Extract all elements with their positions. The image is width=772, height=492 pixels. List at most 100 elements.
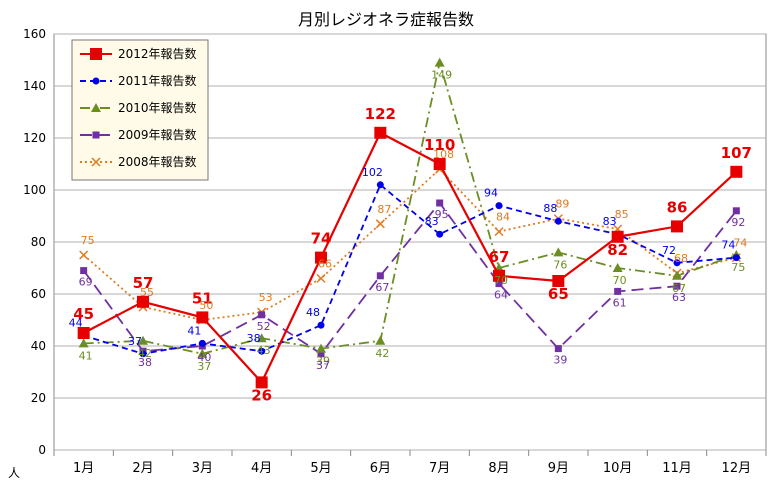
data-point [672, 270, 682, 280]
data-label: 63 [672, 291, 686, 304]
legend-entry-label: 2011年報告数 [118, 73, 197, 88]
data-label: 52 [257, 320, 271, 333]
data-label: 66 [318, 257, 332, 270]
data-point [436, 199, 444, 207]
data-point [376, 181, 384, 189]
data-label: 41 [187, 324, 201, 337]
data-label: 108 [433, 148, 454, 161]
x-tick-label: 11月 [662, 461, 692, 476]
y-axis-unit-label: 人 [8, 466, 21, 480]
data-point [611, 230, 624, 243]
data-point [433, 158, 446, 170]
data-label: 38 [247, 332, 261, 345]
legend-entry-label: 2012年報告数 [118, 46, 197, 61]
legend-entry-label: 2009年報告数 [118, 127, 197, 142]
y-tick-label: 100 [23, 183, 46, 197]
data-point [77, 327, 90, 339]
data-label: 89 [555, 198, 569, 211]
data-point [79, 250, 89, 260]
data-label: 67 [672, 282, 686, 295]
data-point [730, 165, 743, 178]
data-label: 44 [69, 317, 83, 330]
data-label: 110 [424, 136, 455, 154]
series-2012年報告数 [77, 126, 743, 389]
data-label: 83 [425, 215, 439, 228]
data-point [258, 311, 266, 319]
data-point [138, 335, 148, 345]
data-label: 67 [489, 248, 510, 266]
data-point [436, 230, 444, 238]
data-point [673, 259, 681, 267]
data-point [198, 339, 206, 347]
y-tick-label: 0 [38, 443, 46, 457]
data-label: 43 [257, 344, 271, 357]
y-tick-label: 80 [31, 235, 46, 249]
data-label: 149 [431, 69, 452, 82]
data-point [80, 267, 88, 275]
data-label: 85 [615, 208, 629, 221]
data-label: 50 [199, 299, 213, 312]
data-label: 53 [259, 291, 273, 304]
series-2009年報告数 [80, 199, 740, 358]
data-point [554, 217, 562, 225]
x-tick-label: 4月 [251, 461, 272, 476]
data-label: 48 [306, 306, 320, 319]
data-point [494, 227, 504, 237]
data-label: 37 [316, 359, 330, 372]
data-label: 65 [548, 285, 569, 303]
data-point [197, 348, 208, 358]
data-label: 61 [613, 296, 627, 309]
data-point [139, 350, 147, 358]
x-tick-label: 1月 [73, 461, 94, 476]
data-label: 37 [197, 360, 211, 373]
data-point [317, 321, 325, 329]
x-tick-label: 12月 [722, 461, 752, 476]
data-label: 39 [316, 355, 330, 368]
data-point [316, 273, 326, 283]
data-label: 84 [496, 211, 510, 224]
y-tick-label: 40 [31, 339, 46, 353]
data-point [732, 207, 740, 215]
x-tick-label: 5月 [310, 461, 331, 476]
data-label: 83 [603, 215, 617, 228]
data-label: 75 [731, 261, 745, 274]
data-point [375, 335, 386, 345]
data-point [255, 376, 268, 389]
data-point [493, 269, 505, 282]
data-point [614, 287, 622, 295]
data-label: 40 [197, 351, 211, 364]
data-label: 82 [607, 241, 628, 259]
data-point [91, 157, 101, 167]
data-label: 107 [721, 144, 752, 162]
data-label: 88 [543, 202, 557, 215]
x-tick-label: 9月 [548, 461, 569, 476]
data-point [90, 48, 102, 60]
data-point [196, 311, 209, 324]
data-label: 102 [362, 166, 383, 179]
data-point [732, 254, 740, 262]
series-line [82, 201, 738, 356]
y-tick-label: 140 [23, 79, 46, 93]
data-point [434, 57, 445, 67]
data-point [671, 220, 683, 233]
data-label: 95 [435, 208, 449, 221]
data-point [553, 247, 564, 257]
data-label: 72 [662, 244, 676, 257]
legend-entry-label: 2010年報告数 [118, 100, 197, 115]
series-line [83, 131, 738, 385]
legend: 2012年報告数 2011年報告数 2010年報告数 2009年報告数 2008年報告数 [71, 39, 209, 181]
data-point [92, 77, 100, 85]
data-point [315, 251, 327, 264]
data-point [91, 103, 101, 112]
y-tick-label: 60 [31, 287, 46, 301]
data-label: 122 [365, 105, 396, 123]
data-point [78, 338, 89, 348]
data-label: 87 [377, 203, 391, 216]
data-label: 86 [667, 198, 688, 216]
data-label: 51 [192, 289, 213, 307]
data-point [374, 126, 387, 139]
data-label: 76 [553, 258, 567, 271]
y-tick-label: 120 [23, 131, 46, 145]
data-label: 39 [553, 354, 567, 367]
